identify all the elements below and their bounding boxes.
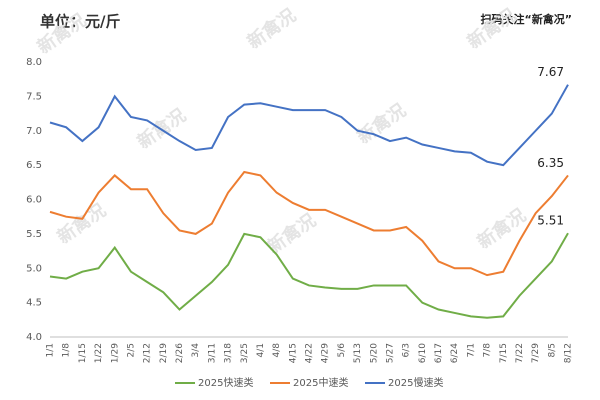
x-tick-label: 5/27 <box>385 343 395 363</box>
x-tick-label: 2/26 <box>175 343 185 363</box>
legend-label: 2025慢速类 <box>388 376 443 389</box>
legend-label: 2025中速类 <box>293 376 348 389</box>
x-tick-label: 4/22 <box>305 343 315 363</box>
x-tick-label: 7/22 <box>515 343 525 363</box>
x-tick-label: 2/19 <box>159 343 169 363</box>
y-tick-label: 7.0 <box>26 126 42 137</box>
x-tick-label: 4/1 <box>256 343 266 357</box>
x-tick-label: 6/10 <box>418 343 428 363</box>
end-value-label: 5.51 <box>537 214 564 228</box>
y-tick-label: 8.0 <box>26 57 42 68</box>
end-value-label: 7.67 <box>537 65 564 79</box>
series-line <box>49 170 569 277</box>
series-line <box>49 84 569 167</box>
x-tick-label: 5/6 <box>337 343 347 358</box>
y-tick-label: 6.0 <box>26 195 42 206</box>
x-tick-label: 7/8 <box>483 343 493 358</box>
y-tick-label: 4.5 <box>26 298 42 309</box>
x-tick-label: 1/22 <box>94 343 104 363</box>
x-tick-label: 7/15 <box>499 343 509 363</box>
x-tick-label: 4/15 <box>288 343 298 363</box>
end-value-label: 6.35 <box>537 156 564 170</box>
x-tick-label: 1/8 <box>62 343 72 358</box>
x-tick-label: 8/12 <box>564 343 574 363</box>
x-tick-label: 6/17 <box>434 343 444 363</box>
x-tick-label: 1/1 <box>46 343 56 357</box>
watermark: 新禽况 <box>473 204 530 253</box>
x-tick-label: 1/29 <box>110 343 120 363</box>
x-tick-label: 3/18 <box>224 343 234 363</box>
watermark: 新禽况 <box>463 4 520 53</box>
watermark: 新禽况 <box>353 99 410 148</box>
y-tick-label: 4.0 <box>26 332 42 343</box>
y-tick-label: 5.0 <box>26 263 42 274</box>
y-tick-label: 5.5 <box>26 229 42 240</box>
series-line <box>49 232 569 319</box>
x-tick-label: 4/29 <box>321 343 331 363</box>
brand-note: 扫码关注“新禽况” <box>481 12 572 26</box>
x-tick-label: 4/8 <box>272 343 282 358</box>
x-tick-label: 2/5 <box>126 343 136 357</box>
x-tick-label: 7/29 <box>531 343 541 363</box>
x-tick-label: 6/24 <box>450 343 460 363</box>
x-tick-label: 5/13 <box>353 343 363 363</box>
x-tick-label: 3/11 <box>207 343 217 363</box>
x-tick-label: 8/5 <box>547 343 557 357</box>
x-tick-label: 6/3 <box>402 343 412 357</box>
y-tick-label: 6.5 <box>26 160 42 171</box>
x-tick-label: 7/1 <box>466 343 476 357</box>
x-tick-label: 2/12 <box>143 343 153 363</box>
x-tick-label: 1/15 <box>78 343 88 363</box>
y-tick-label: 7.5 <box>26 91 42 102</box>
x-tick-label: 5/20 <box>369 343 379 363</box>
x-tick-label: 3/25 <box>240 343 250 363</box>
watermark: 新禽况 <box>243 4 300 53</box>
watermark: 新禽况 <box>53 199 110 248</box>
watermark: 新禽况 <box>263 209 320 258</box>
unit-label: 单位：元/斤 <box>40 13 120 31</box>
x-tick-label: 3/4 <box>191 343 201 358</box>
legend-label: 2025快速类 <box>198 376 253 389</box>
